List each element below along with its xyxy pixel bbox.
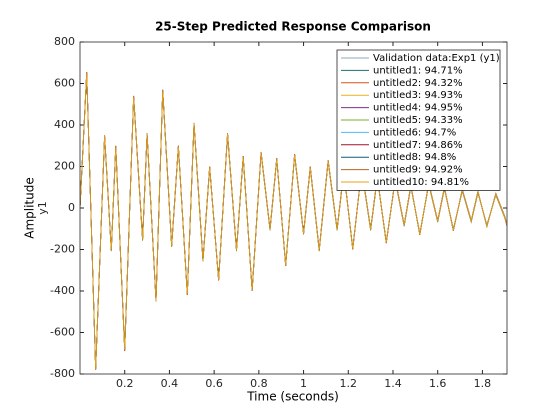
x-tick-label: 1.2	[340, 377, 358, 390]
legend-label: untitled5: 94.33%	[373, 115, 463, 126]
series-line	[80, 72, 507, 370]
y-tick-label: 400	[54, 118, 75, 131]
chart-title: 25-Step Predicted Response Comparison	[155, 20, 431, 34]
legend-label: untitled1: 94.71%	[373, 65, 463, 76]
legend-label: untitled7: 94.86%	[373, 140, 463, 151]
legend-label: Validation data:Exp1 (y1)	[373, 53, 500, 64]
legend-label: untitled9: 94.92%	[373, 165, 463, 176]
legend-label: untitled4: 94.95%	[373, 103, 463, 114]
y-tick-label: 600	[54, 77, 75, 90]
x-axis-label: Time (seconds)	[246, 390, 339, 404]
axes-box	[79, 41, 508, 375]
x-tick-label: 0.4	[161, 377, 179, 390]
y-tick-label: -200	[50, 243, 75, 256]
y-tick-label: -600	[50, 326, 75, 339]
legend-label: untitled6: 94.7%	[373, 127, 456, 138]
x-tick-label: 0.8	[250, 377, 268, 390]
x-tick-label: 1.6	[429, 377, 447, 390]
y-tick-label: -800	[50, 367, 75, 380]
y-tick-label: 200	[54, 160, 75, 173]
x-tick-label: 1	[300, 377, 307, 390]
y-tick-label: 0	[68, 201, 75, 214]
legend-label: untitled8: 94.8%	[373, 152, 456, 163]
y-axis-label: Amplitude	[23, 177, 37, 239]
legend-label: untitled3: 94.93%	[373, 90, 463, 101]
x-tick-label: 1.4	[384, 377, 402, 390]
legend-label: untitled2: 94.32%	[373, 78, 463, 89]
lines	[80, 72, 507, 370]
y-tick-label: -400	[50, 284, 75, 297]
x-tick-label: 1.8	[474, 377, 492, 390]
legend-label: untitled10: 94.81%	[373, 177, 469, 188]
x-tick-label: 0.2	[116, 377, 134, 390]
x-tick-label: 0.6	[205, 377, 223, 390]
y-tick-label: 800	[54, 35, 75, 48]
y-axis-channel: y1	[36, 201, 49, 215]
